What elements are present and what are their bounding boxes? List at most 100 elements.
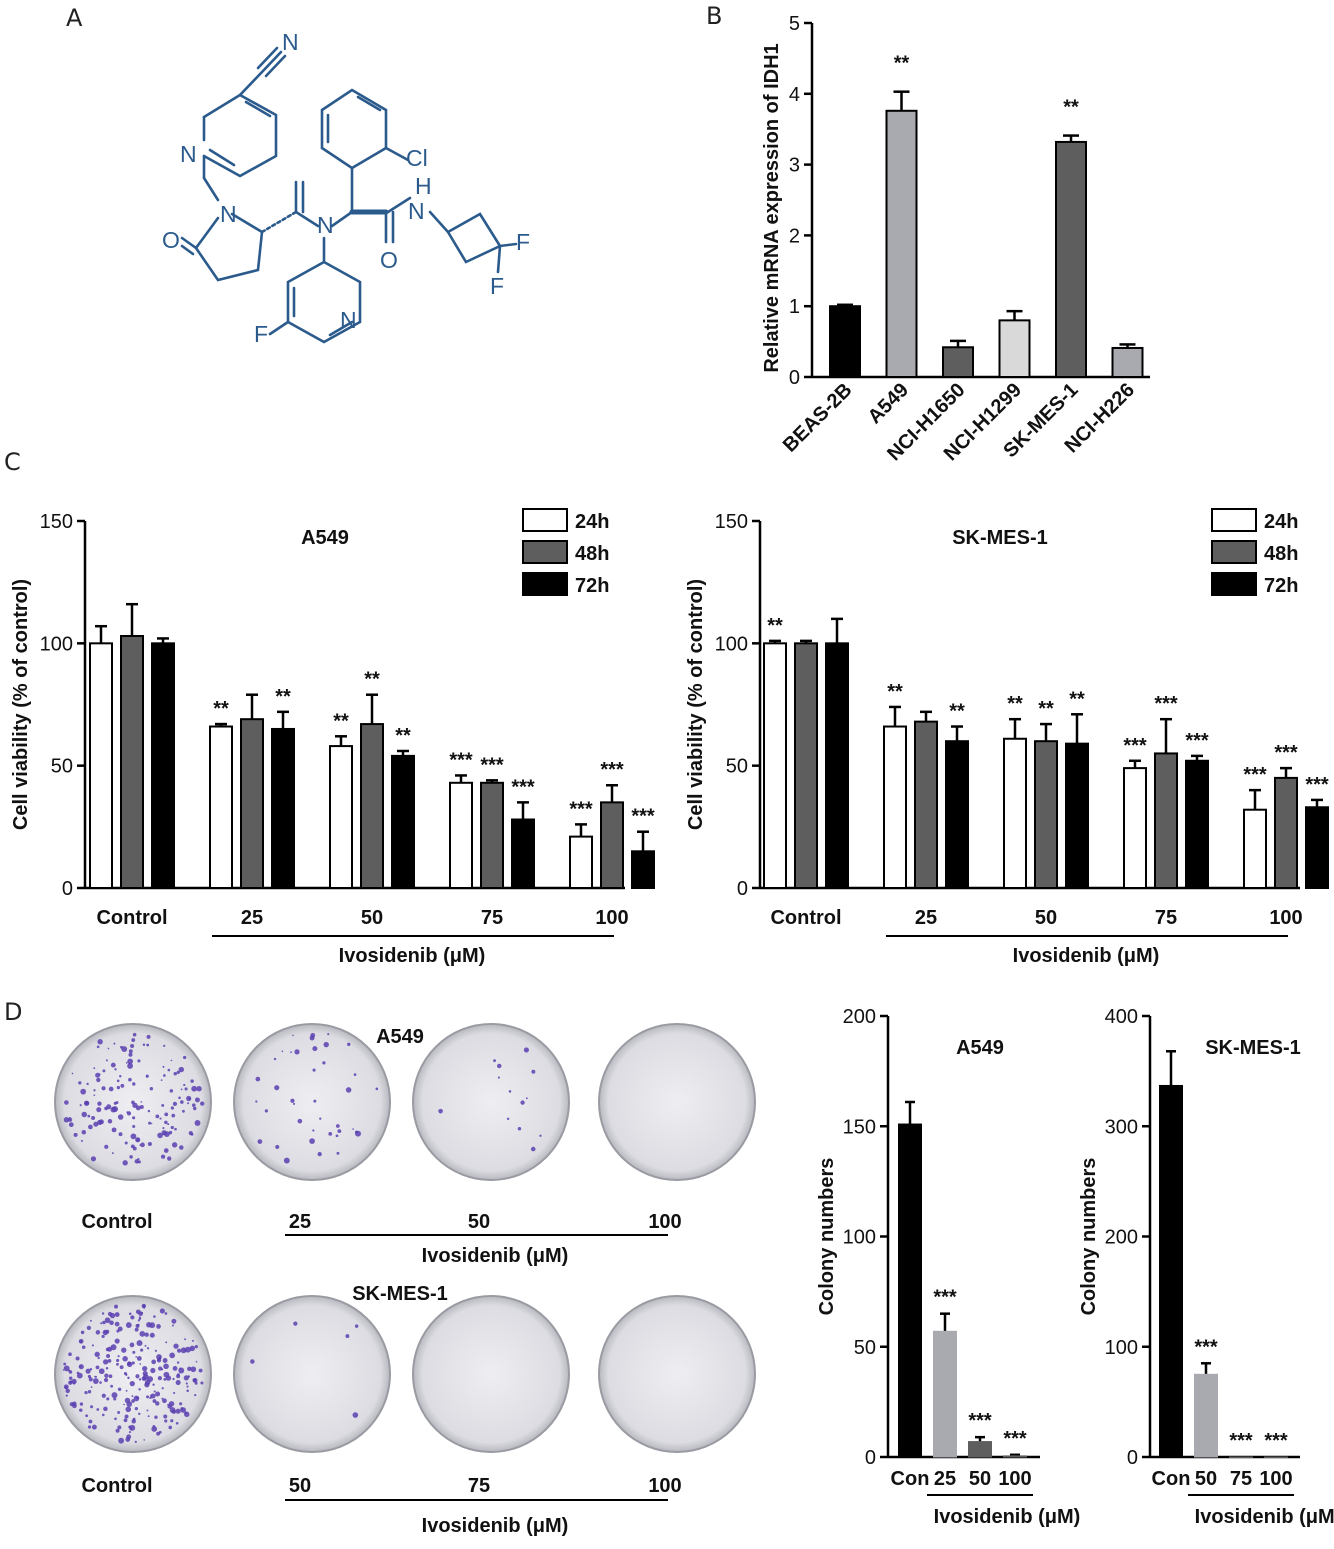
significance-label: *** [1243, 764, 1267, 786]
colony-dot [170, 1419, 174, 1423]
colony-dot [185, 1382, 188, 1385]
colony-dot [163, 1074, 166, 1077]
colony-dot [142, 1370, 148, 1377]
colony-dot [62, 1369, 65, 1371]
colony-dot [163, 1414, 168, 1419]
colony-dot [154, 1349, 158, 1352]
bar [1243, 808, 1267, 889]
colony-dot [142, 1366, 148, 1372]
colony-dot [335, 1124, 340, 1128]
colony-dot [112, 1106, 119, 1112]
colony-dot [91, 1344, 94, 1347]
y-tick-label: 50 [51, 756, 73, 778]
atom-label: F [516, 229, 530, 255]
significance-label: ** [1069, 688, 1085, 710]
colony-dot [76, 1372, 83, 1379]
colony-dot [122, 1160, 128, 1166]
colony-dot [68, 1122, 74, 1128]
chemical-structure [180, 46, 518, 344]
colony-dot [65, 1388, 70, 1394]
colony-dot [131, 1399, 135, 1403]
colony-dot [127, 1376, 130, 1380]
significance-label: *** [1185, 730, 1209, 752]
y-tick-label: 400 [1105, 1006, 1138, 1028]
atom-label: N [180, 141, 197, 167]
colony-dot [146, 1347, 150, 1350]
y-tick-label: 200 [1105, 1227, 1138, 1249]
x-tick-label: BEAS-2B [779, 379, 857, 457]
atom-label: N [340, 307, 357, 333]
significance-label: *** [1003, 1428, 1027, 1450]
y-tick-label: 150 [715, 511, 748, 533]
colony-dot [95, 1365, 100, 1370]
colony-dot [113, 1042, 116, 1045]
colony-dot [175, 1380, 181, 1386]
colony-dot [179, 1145, 184, 1150]
colony-dot [128, 1049, 133, 1054]
colony-dot [155, 1391, 161, 1397]
colony-dot [89, 1319, 92, 1322]
colony-dot [63, 1365, 70, 1372]
colony-dot [102, 1329, 109, 1336]
bar [271, 727, 295, 890]
colony-dot [161, 1103, 165, 1107]
bar [151, 642, 175, 889]
colony-dot [111, 1392, 118, 1399]
colony-dot [118, 1132, 123, 1137]
bar [209, 725, 233, 890]
x-tick-label: 25 [241, 907, 263, 929]
colony-dot [194, 1345, 198, 1349]
colony-dot [91, 1115, 96, 1120]
colony-dot [103, 1377, 109, 1383]
colony-dot [96, 1408, 100, 1411]
x-axis-label: Ivosidenib (μM) [422, 1515, 569, 1537]
significance-label: ** [364, 669, 380, 691]
colony-dot [131, 1038, 136, 1042]
colony-dot [135, 1356, 138, 1358]
colony-dot [194, 1120, 201, 1126]
colony-dot [148, 1121, 152, 1125]
colony-dot [114, 1312, 120, 1317]
atom-label: N [220, 201, 237, 227]
colony-dot [168, 1425, 172, 1430]
significance-label: *** [1123, 735, 1147, 757]
colony-dot [337, 1129, 342, 1134]
colony-dot [124, 1397, 131, 1404]
colony-dot [159, 1308, 165, 1314]
colony-dot [345, 1334, 350, 1339]
legend-swatch [1211, 540, 1257, 564]
colony-dot [132, 1350, 136, 1354]
colony-dot [80, 1139, 83, 1142]
bar [1065, 742, 1089, 889]
bar [329, 745, 353, 889]
colony-dot [180, 1347, 187, 1354]
significance-label: *** [1274, 742, 1298, 764]
colony-dot [517, 1126, 522, 1131]
colony-dot [163, 1363, 169, 1370]
bar [1264, 1456, 1288, 1458]
significance-label: *** [1305, 774, 1329, 796]
legend-swatch [522, 540, 568, 564]
bar [933, 1330, 957, 1458]
colony-dot [116, 1085, 121, 1090]
colony-dot [178, 1096, 181, 1100]
y-tick-label: 3 [789, 155, 800, 177]
colony-dot [135, 1324, 140, 1328]
bar [942, 346, 974, 379]
colony-dot [65, 1394, 68, 1397]
bar [1123, 767, 1147, 890]
colony-dot [200, 1381, 204, 1385]
colony-dot [104, 1317, 111, 1324]
colony-dot [497, 1076, 500, 1079]
colony-dot [147, 1109, 151, 1113]
colony-dot [90, 1386, 93, 1388]
colony-dot [264, 1109, 269, 1113]
colony-dot [525, 1097, 528, 1100]
colony-dot [162, 1127, 165, 1130]
y-tick-label: 100 [40, 633, 73, 655]
colony-dot [136, 1356, 142, 1361]
colony-dot [79, 1402, 84, 1406]
x-tick-label: 100 [595, 907, 628, 929]
colony-dot [115, 1428, 120, 1433]
colony-dot [158, 1366, 163, 1371]
